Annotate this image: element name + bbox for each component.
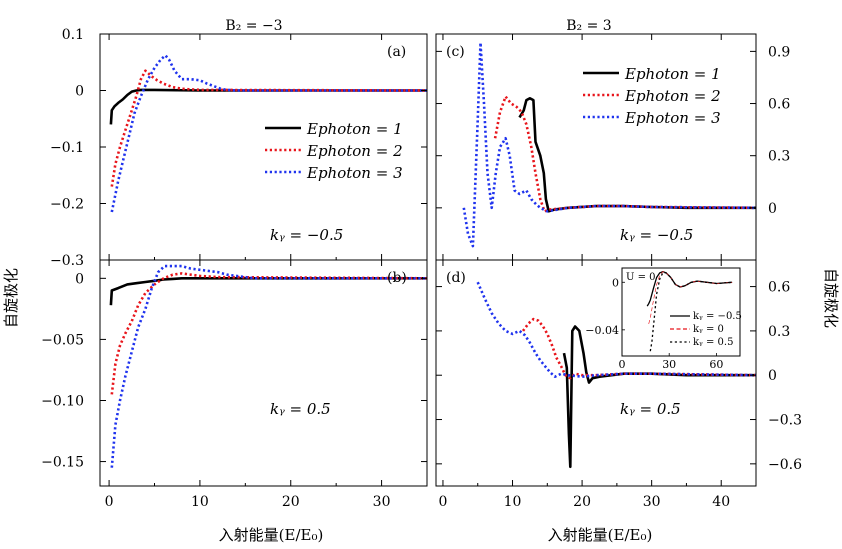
panel-c-lines [462, 41, 756, 248]
panel-b-label: (b) [387, 270, 407, 286]
panel-d-ytick-label: −0.6 [768, 457, 802, 473]
panel-c-ytick-label: 0.9 [768, 44, 790, 60]
panel-a-ytick-label: 0 [75, 84, 84, 100]
col-title-right: B₂ = 3 [566, 18, 611, 34]
ylabel-right: 自旋极化 [822, 268, 840, 328]
panel-b-series-2 [110, 272, 427, 395]
legend-a-label-1: Ephoton = 1 [306, 120, 403, 138]
legend-c-label-3: Ephoton = 3 [624, 109, 721, 127]
panel-a-label: (a) [387, 44, 406, 60]
panel-d-lines [476, 281, 756, 469]
panel-b-frame [99, 259, 428, 487]
panel-a-ytick-label: −0.1 [50, 140, 84, 156]
inset-title: U = 0 [626, 272, 656, 283]
panel-d-frame [435, 259, 757, 487]
inset-legend-label-1: kᵧ = −0.5 [693, 311, 742, 322]
inset-xtick-label: 0 [619, 358, 626, 371]
panel-b-ytick-label: −0.15 [41, 455, 84, 471]
panel-d-annotation: kᵧ = 0.5 [620, 400, 681, 418]
xlabel-right: 入射能量(E/E₀) [548, 526, 653, 544]
panel-d-series-2 [521, 317, 756, 380]
panel-b: 0 10 20 30 0 −0.05 −0.10 −0.15 (b) kᵧ = 0.5 [41, 259, 428, 510]
panel-d-ytick-label: −0.3 [768, 413, 802, 429]
panel-d-series-1 [562, 325, 756, 469]
panel-c-ytick-label: 0.6 [768, 97, 790, 113]
panel-a-series-1 [109, 88, 427, 125]
inset-ytick-label: −0.04 [585, 324, 619, 337]
panel-c-ytick-label: 0.3 [768, 149, 790, 165]
panel-a-annotation: kᵧ = −0.5 [270, 226, 343, 244]
panel-b-series-1 [109, 277, 427, 306]
inset-series-3 [649, 272, 733, 352]
panel-a-ytick-label: −0.2 [50, 197, 84, 213]
inset: 0 30 60 0 −0.04 U = 0 kᵧ = −0.5 kᵧ = 0 kᵧ = 0.5 [585, 267, 742, 371]
panel-c-annotation: kᵧ = −0.5 [620, 226, 693, 244]
inset-legend-label-3: kᵧ = 0.5 [693, 337, 733, 348]
panel-d-xtick-label: 30 [643, 494, 661, 510]
panel-d-series-3 [476, 281, 756, 378]
panel-b-ytick-label: −0.05 [41, 332, 84, 348]
panel-a-lines [109, 54, 427, 213]
inset-xtick-label: 60 [709, 358, 723, 371]
panel-d-ytick-label: 0 [768, 368, 777, 384]
panel-d-label: (d) [446, 270, 466, 286]
panel-a-ytick-label: −0.3 [50, 253, 84, 269]
panel-d-xtick-label: 0 [438, 494, 447, 510]
panel-c-series-2 [493, 95, 756, 213]
panel-b-xtick-label: 30 [373, 494, 391, 510]
inset-lines [646, 270, 733, 352]
panel-b-xtick-label: 0 [105, 494, 114, 510]
panel-a-series-2 [110, 69, 427, 187]
panel-d-ytick-label: 0.6 [768, 280, 790, 296]
inset-ytick-label: 0 [612, 276, 619, 289]
inset-xtick-label: 30 [662, 358, 676, 371]
panel-d-ytick-label: 0.3 [768, 324, 790, 340]
panel-b-ytick-label: −0.10 [41, 393, 84, 409]
legend-c-label-2: Ephoton = 2 [624, 87, 721, 105]
panel-d-xtick-label: 20 [573, 494, 591, 510]
panel-b-xtick-label: 10 [191, 494, 209, 510]
panel-b-annotation: kᵧ = 0.5 [270, 400, 331, 418]
panel-b-series-3 [110, 264, 427, 468]
panel-c-label: (c) [446, 44, 465, 60]
inset-legend-label-2: kᵧ = 0 [693, 324, 724, 335]
panel-b-xtick-label: 20 [282, 494, 300, 510]
panel-a-ytick-label: 0.1 [62, 27, 84, 43]
panel-a-series-3 [110, 54, 427, 213]
panel-b-ytick-label: 0 [75, 271, 84, 287]
legend-a-label-2: Ephoton = 2 [306, 142, 403, 160]
xlabel-left: 入射能量(E/E₀) [219, 526, 324, 544]
panel-c-series-3 [462, 41, 756, 248]
panel-d: 0 10 20 30 40 0.6 0.3 0 −0.3 −0.6 (d) kᵧ = 0.5 0 30 60… [435, 259, 802, 510]
panel-c: 0.9 0.6 0.3 0 (c) kᵧ = −0.5 Ephoton = 1 Ephoton… [435, 33, 790, 261]
legend-a-label-3: Ephoton = 3 [306, 164, 403, 182]
panel-d-xtick-label: 40 [712, 494, 730, 510]
panel-c-ytick-label: 0 [768, 201, 777, 217]
col-title-left: B₂ = −3 [225, 18, 282, 34]
panel-b-lines [109, 264, 427, 468]
panel-a: 0.1 0 −0.1 −0.2 −0.3 (a) kᵧ = −0.5 Ephoton = 1 E… [50, 27, 428, 269]
ylabel-left: 自旋极化 [2, 268, 20, 328]
legend-c-label-1: Ephoton = 1 [624, 65, 721, 83]
panel-d-xtick-label: 10 [504, 494, 522, 510]
